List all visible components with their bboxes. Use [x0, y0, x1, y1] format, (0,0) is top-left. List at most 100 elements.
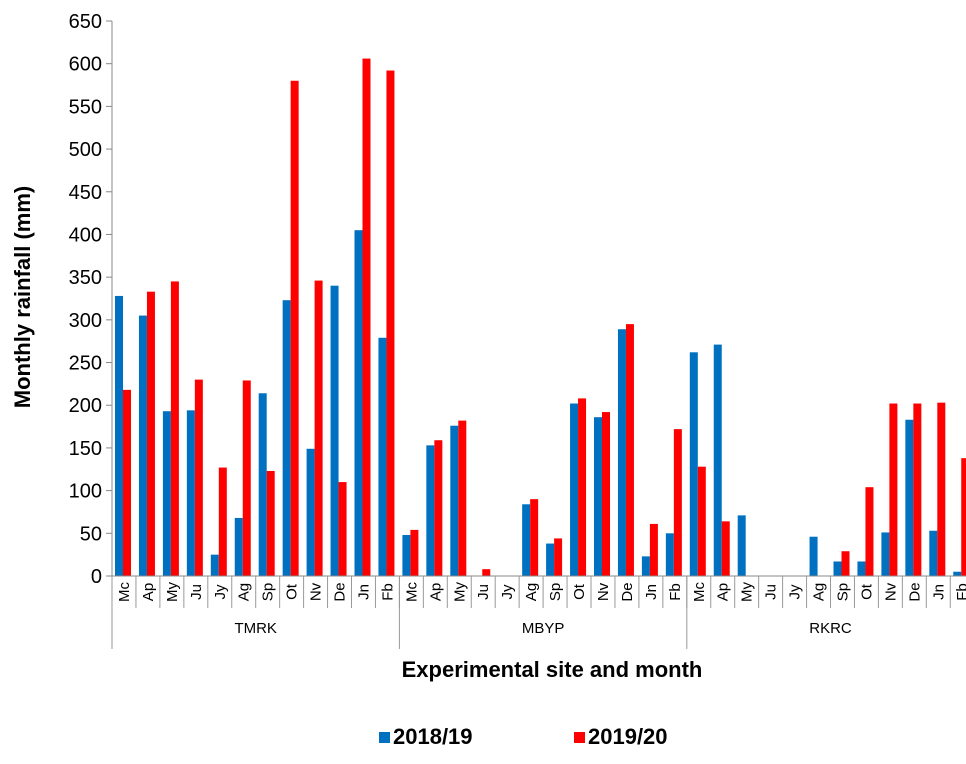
- month-label: Ot: [284, 583, 301, 600]
- month-label: Ag: [236, 583, 253, 601]
- month-label: Ju: [188, 584, 205, 600]
- bar-2018-19: [258, 393, 267, 576]
- month-label: Ot: [858, 583, 875, 600]
- month-label: Ju: [763, 584, 780, 600]
- group-label: RKRC: [809, 620, 852, 637]
- bar-2018-19: [306, 448, 315, 576]
- bar-2018-19: [617, 329, 626, 576]
- bar-2019-20: [697, 466, 706, 576]
- bar-2018-19: [665, 533, 674, 576]
- bar-2018-19: [162, 411, 171, 576]
- y-tick-label: 50: [80, 523, 102, 545]
- month-label: My: [164, 582, 181, 602]
- month-label: Sp: [834, 583, 851, 601]
- legend-label: 2018/19: [393, 724, 473, 749]
- month-label: Ap: [427, 583, 444, 601]
- y-tick-label: 600: [69, 54, 102, 76]
- month-label: Ot: [571, 583, 588, 600]
- month-label: Jn: [643, 584, 660, 600]
- bar-2018-19: [713, 344, 722, 576]
- bar-2018-19: [354, 230, 363, 576]
- y-tick-label: 650: [69, 11, 102, 33]
- y-tick-label: 250: [69, 353, 102, 375]
- group-label: TMRK: [234, 620, 277, 637]
- bar-2018-19: [857, 561, 866, 576]
- bar-2018-19: [594, 417, 602, 576]
- legend-label: 2019/20: [588, 724, 668, 749]
- month-label: My: [451, 582, 468, 602]
- y-tick-label: 0: [91, 566, 102, 588]
- bar-2019-20: [602, 412, 610, 576]
- legend-swatch: [379, 732, 390, 743]
- month-label: Sp: [260, 583, 277, 601]
- legend: 2018/19 2019/20: [379, 724, 668, 749]
- month-label: Mc: [691, 582, 708, 602]
- bar-2019-20: [482, 569, 491, 576]
- bar-2019-20: [530, 499, 539, 576]
- bar-2018-19: [881, 532, 890, 576]
- legend-swatch: [574, 732, 585, 743]
- bar-2019-20: [721, 521, 730, 576]
- bar-2018-19: [378, 337, 387, 576]
- month-label: De: [332, 582, 349, 601]
- bar-2018-19: [426, 445, 435, 576]
- bar-2018-19: [546, 543, 555, 576]
- bar-2018-19: [402, 535, 411, 576]
- month-label: Nv: [595, 582, 612, 601]
- bar-2019-20: [362, 58, 371, 577]
- y-axis-title: Monthly rainfall (mm): [10, 186, 35, 408]
- y-tick-label: 400: [69, 224, 102, 246]
- bar-2018-19: [138, 315, 147, 576]
- bar-2018-19: [282, 300, 291, 576]
- bar-2019-20: [218, 467, 227, 576]
- month-label: Jy: [499, 584, 516, 600]
- month-label: Jy: [212, 584, 229, 600]
- bar-2019-20: [338, 482, 347, 576]
- month-label: Ag: [811, 583, 828, 601]
- bar-2018-19: [186, 410, 195, 576]
- month-label: Jy: [787, 584, 804, 600]
- bar-2019-20: [123, 389, 131, 576]
- month-label: Ap: [140, 583, 157, 601]
- bar-2019-20: [458, 420, 467, 576]
- bars: [115, 58, 966, 577]
- bar-2019-20: [434, 440, 443, 576]
- bar-2019-20: [554, 538, 563, 576]
- y-tick-label: 200: [69, 395, 102, 417]
- bar-2019-20: [242, 380, 251, 576]
- month-label: De: [906, 582, 923, 601]
- bar-2019-20: [673, 429, 682, 576]
- bar-2018-19: [833, 561, 842, 576]
- month-label: Jn: [355, 584, 372, 600]
- bar-2018-19: [953, 571, 962, 576]
- month-label: Mc: [403, 582, 420, 602]
- y-tick-label: 500: [69, 139, 102, 161]
- group-label: MBYP: [522, 620, 565, 637]
- month-label: De: [619, 582, 636, 601]
- bar-2019-20: [194, 379, 203, 576]
- x-axis: Mc Ap My Ju Jy Ag Sp Ot Nv De Jn Fb TMRK Mc Ap My Ju Jy Ag…: [111, 575, 966, 649]
- bar-2018-19: [641, 556, 650, 576]
- bar-2019-20: [937, 402, 946, 576]
- month-label: Sp: [547, 583, 564, 601]
- bar-2018-19: [450, 425, 459, 576]
- bar-2018-19: [330, 285, 339, 576]
- bar-2018-19: [522, 504, 531, 576]
- bar-2019-20: [290, 80, 299, 577]
- bar-2019-20: [578, 398, 587, 576]
- month-label: My: [739, 582, 756, 602]
- bar-2019-20: [146, 291, 155, 576]
- bar-2018-19: [905, 419, 914, 576]
- month-label: Ju: [475, 584, 492, 600]
- y-tick-label: 350: [69, 267, 102, 289]
- bar-2018-19: [234, 517, 243, 576]
- bar-2019-20: [961, 458, 966, 576]
- y-tick-label: 100: [69, 481, 102, 503]
- y-tick-label: 550: [69, 96, 102, 118]
- bar-2019-20: [625, 324, 634, 576]
- bar-2019-20: [865, 487, 874, 576]
- bar-2019-20: [266, 470, 275, 576]
- month-label: Fb: [379, 583, 396, 601]
- bar-2019-20: [314, 280, 323, 576]
